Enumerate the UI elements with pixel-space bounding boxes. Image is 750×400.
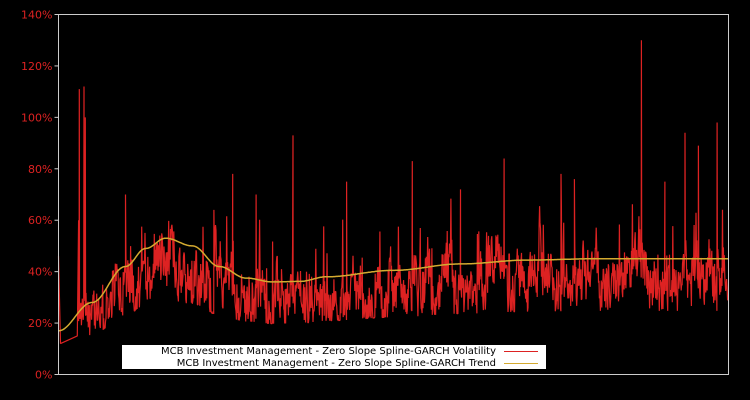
legend-swatch-trend [504,362,538,364]
trend-series-line [58,237,729,332]
legend-label-trend: MCB Investment Management - Zero Slope S… [176,357,496,369]
y-tick-label: 140% [21,9,52,22]
y-tick-label: 120% [21,60,52,73]
y-tick-label: 20% [28,317,52,330]
y-tick-label: 0% [35,369,52,382]
y-tick-label: 60% [28,214,52,227]
legend-item-trend: MCB Investment Management - Zero Slope S… [177,357,538,369]
legend-item-volatility: MCB Investment Management - Zero Slope S… [161,345,538,357]
plot-frame [58,14,729,375]
legend-swatch-volatility [504,350,538,352]
legend-label-volatility: MCB Investment Management - Zero Slope S… [160,345,496,357]
y-tick-label: 80% [28,163,52,176]
legend: MCB Investment Management - Zero Slope S… [122,345,546,369]
y-tick-label: 40% [28,266,52,279]
y-tick-label: 100% [21,111,52,124]
plot-area [57,40,730,345]
y-axis-ticks: 0% 20% 40% 60% 80% 100% 120% 140% [21,9,59,382]
volatility-series-line [57,40,730,345]
